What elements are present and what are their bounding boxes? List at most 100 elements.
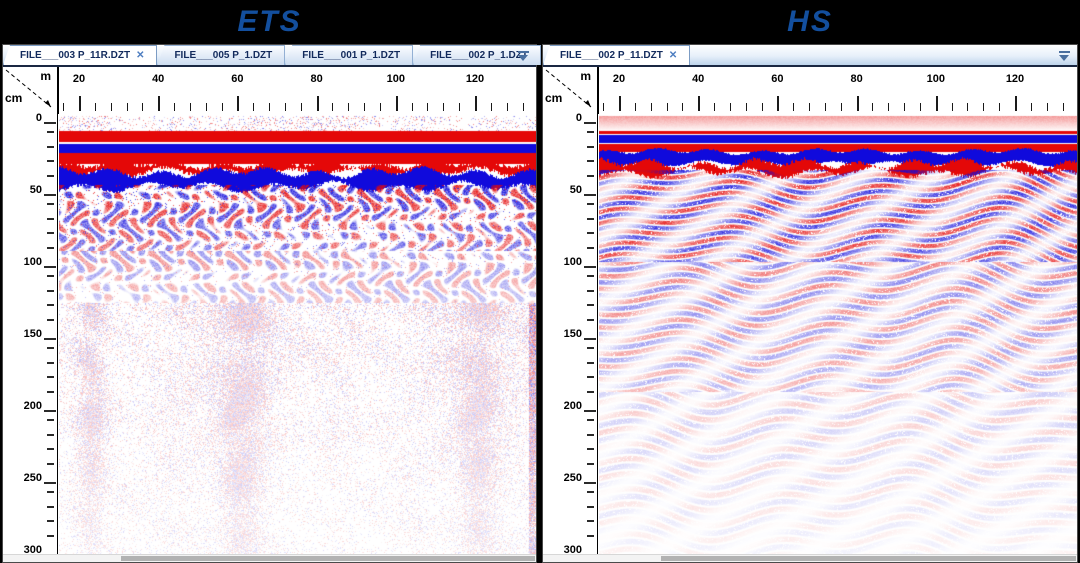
ruler-tick	[253, 103, 255, 111]
close-tab-icon[interactable]: ✕	[668, 50, 678, 61]
ruler-tick	[951, 103, 953, 111]
close-tab-icon[interactable]: ✕	[136, 50, 145, 61]
ruler-tick	[587, 318, 594, 321]
radargram-data-area[interactable]	[599, 114, 1077, 554]
ruler-tick	[47, 505, 54, 508]
tab-list-dropdown-button[interactable]	[1059, 51, 1070, 61]
ruler-tick	[205, 103, 207, 111]
ruler-label: 100	[563, 256, 582, 268]
horizontal-scrollbar[interactable]	[543, 554, 1077, 562]
ruler-tick	[158, 96, 161, 111]
ruler-tick	[935, 96, 938, 111]
tab-hs-0[interactable]: FILE___002 P_11.DZT ✕	[543, 45, 691, 65]
ruler-label: 20	[72, 73, 86, 85]
ruler-label: 80	[310, 73, 323, 85]
ruler-tick	[47, 160, 54, 163]
ruler-tick	[729, 103, 731, 111]
tab-ets-1[interactable]: FILE___005 P_1.DZT	[157, 45, 286, 65]
ruler-label: 100	[386, 73, 405, 85]
ruler-tick	[714, 103, 716, 111]
radargram-view-hs: m cm 20 40 60 80 100 120 0 50 100 150 200 250 300	[543, 67, 1077, 562]
panel-ets: FILE___003 P_11R.DZT ✕ FILE___005 P_1.DZT F…	[2, 44, 541, 563]
ruler-label: 40	[692, 73, 705, 85]
tab-list-dropdown-button[interactable]	[518, 51, 529, 61]
ruler-label: 200	[23, 400, 42, 412]
ruler-tick	[840, 103, 842, 111]
title-ets: ETS	[237, 5, 302, 38]
diagonal-axis-icon	[545, 69, 592, 108]
tab-bar-hs: FILE___002 P_11.DZT ✕	[543, 45, 1077, 67]
ruler-tick	[967, 103, 969, 111]
tab-label: FILE___005 P_1.DZT	[174, 50, 273, 61]
ruler-tick	[63, 103, 65, 111]
vertical-unit-label: cm	[5, 91, 23, 105]
ruler-label: 250	[563, 472, 582, 484]
tab-ets-0[interactable]: FILE___003 P_11R.DZT ✕	[3, 45, 158, 65]
ruler-tick	[47, 534, 54, 537]
ruler-tick	[856, 96, 859, 111]
ruler-tick	[761, 103, 763, 111]
ruler-tick	[999, 103, 1001, 111]
ruler-tick	[332, 103, 334, 111]
scrollbar-thumb[interactable]	[661, 556, 1076, 561]
ruler-tick	[587, 246, 594, 249]
ruler-tick	[522, 103, 524, 111]
ruler-label: 100	[926, 73, 945, 85]
ruler-tick	[587, 131, 594, 134]
ruler-label: 80	[850, 73, 863, 85]
ruler-tick	[110, 103, 112, 111]
ruler-tick	[587, 534, 594, 537]
ruler-tick	[411, 103, 413, 111]
horizontal-unit-label: m	[580, 69, 591, 83]
ruler-tick	[79, 96, 81, 111]
title-hs: HS	[787, 5, 833, 38]
radargram-canvas-hs[interactable]	[599, 114, 1077, 554]
ruler-tick	[587, 376, 594, 379]
ruler-tick	[983, 103, 985, 111]
tab-list-icon	[518, 51, 529, 53]
ruler-tick	[1030, 103, 1032, 111]
ruler-tick	[443, 103, 445, 111]
ruler-tick	[459, 103, 461, 111]
ruler-tick	[284, 103, 286, 111]
ruler-tick	[44, 194, 56, 196]
ruler-label: 150	[563, 328, 582, 340]
ruler-tick	[698, 96, 701, 111]
ruler-label: 50	[569, 184, 582, 196]
ruler-tick	[634, 103, 636, 111]
ruler-tick	[47, 131, 54, 134]
ruler-tick	[47, 174, 54, 177]
horizontal-scrollbar[interactable]	[3, 554, 536, 562]
ruler-tick	[94, 103, 96, 111]
ruler-tick	[44, 122, 56, 124]
radargram-data-area[interactable]	[59, 114, 536, 554]
ruler-tick	[189, 103, 191, 111]
ruler-tick	[619, 96, 621, 111]
tab-ets-2[interactable]: FILE___001 P_1.DZT	[285, 45, 414, 65]
ruler-tick	[587, 448, 594, 451]
ruler-tick	[427, 103, 429, 111]
vertical-unit-label: cm	[545, 91, 563, 105]
ruler-tick	[47, 275, 54, 278]
ruler-tick	[126, 103, 128, 111]
ruler-label: 120	[465, 73, 485, 85]
ruler-tick	[44, 338, 56, 340]
radargram-canvas-ets[interactable]	[59, 114, 536, 554]
ruler-label: 300	[563, 544, 582, 556]
ruler-label: 60	[771, 73, 784, 85]
ruler-tick	[919, 103, 921, 111]
tab-label: FILE___002 P_11.DZT	[560, 50, 663, 61]
ruler-tick	[587, 275, 594, 278]
ruler-label: 50	[29, 184, 42, 196]
ruler-tick	[587, 203, 594, 206]
ruler-tick	[587, 217, 594, 220]
tab-label: FILE___003 P_11R.DZT	[20, 50, 131, 61]
ruler-tick	[587, 390, 594, 393]
scrollbar-thumb[interactable]	[121, 556, 535, 561]
ruler-tick	[584, 410, 596, 412]
vertical-ruler: 0 50 100 150 200 250 300	[543, 112, 598, 556]
ruler-tick	[872, 103, 874, 111]
ruler-tick	[506, 103, 508, 111]
ruler-tick	[348, 103, 350, 111]
